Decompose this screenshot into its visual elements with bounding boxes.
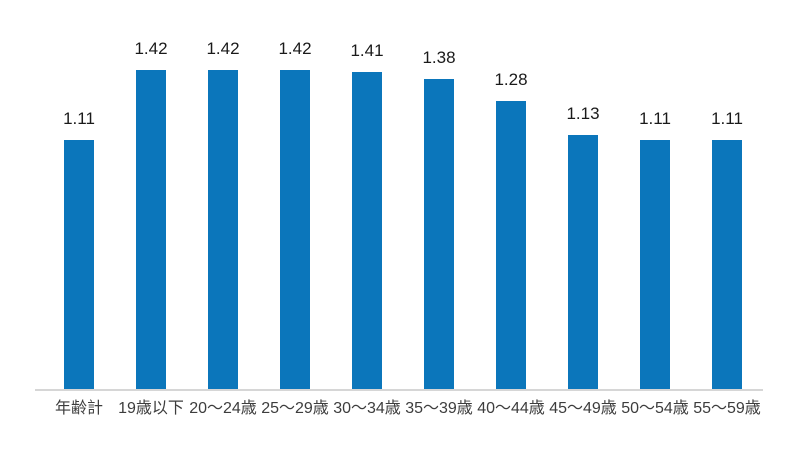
- bar-column: 1.38: [403, 0, 475, 390]
- x-axis-label: 50～54歳: [621, 400, 689, 417]
- x-axis-label: 55～59歳: [693, 400, 761, 417]
- bar: [136, 70, 166, 390]
- x-axis-line: [35, 389, 763, 391]
- x-axis-label: 35～39歳: [405, 400, 473, 417]
- bar: [568, 135, 598, 390]
- bar-column: 1.42: [259, 0, 331, 390]
- bar: [208, 70, 238, 390]
- x-axis-label: 25～29歳: [261, 400, 329, 417]
- bar-column: 1.42: [187, 0, 259, 390]
- bar-value-label: 1.13: [566, 104, 600, 123]
- bar-column: 1.11: [691, 0, 763, 390]
- bar-value-label: 1.11: [639, 109, 671, 128]
- bar-column: 1.11: [619, 0, 691, 390]
- bar-value-label: 1.11: [63, 109, 95, 128]
- x-axis-label: 45～49歳: [549, 400, 617, 417]
- x-axis-label: 年齢計: [54, 400, 103, 417]
- bar: [64, 140, 94, 390]
- plot-area: 1.11 1.42 1.42 1.42 1.41 1.38 1.28 1.13 1.11 1.11: [43, 0, 763, 390]
- x-axis-label: 19歳以下: [118, 400, 184, 417]
- bar: [424, 79, 454, 390]
- bar: [496, 101, 526, 390]
- bar: [280, 70, 310, 390]
- bar-value-label: 1.42: [134, 39, 168, 58]
- bar-column: 1.42: [115, 0, 187, 390]
- x-axis-label: 40～44歳: [477, 400, 545, 417]
- bar-column: 1.28: [475, 0, 547, 390]
- bar: [352, 72, 382, 390]
- bar-column: 1.41: [331, 0, 403, 390]
- bar-value-label: 1.38: [422, 48, 456, 67]
- x-axis-labels: 年齢計 19歳以下 20～24歳 25～29歳 30～34歳 35～39歳 40～44歳 45…: [43, 399, 763, 418]
- bar-value-label: 1.41: [350, 41, 384, 60]
- bar-value-label: 1.42: [278, 39, 312, 58]
- x-axis-label: 30～34歳: [333, 400, 401, 417]
- bar: [640, 140, 670, 390]
- bar-value-label: 1.11: [711, 109, 743, 128]
- x-axis-label: 20～24歳: [189, 400, 257, 417]
- bar: [712, 140, 742, 390]
- bar-column: 1.11: [43, 0, 115, 390]
- bar-value-label: 1.28: [494, 70, 528, 89]
- bar-column: 1.13: [547, 0, 619, 390]
- bar-value-label: 1.42: [206, 39, 240, 58]
